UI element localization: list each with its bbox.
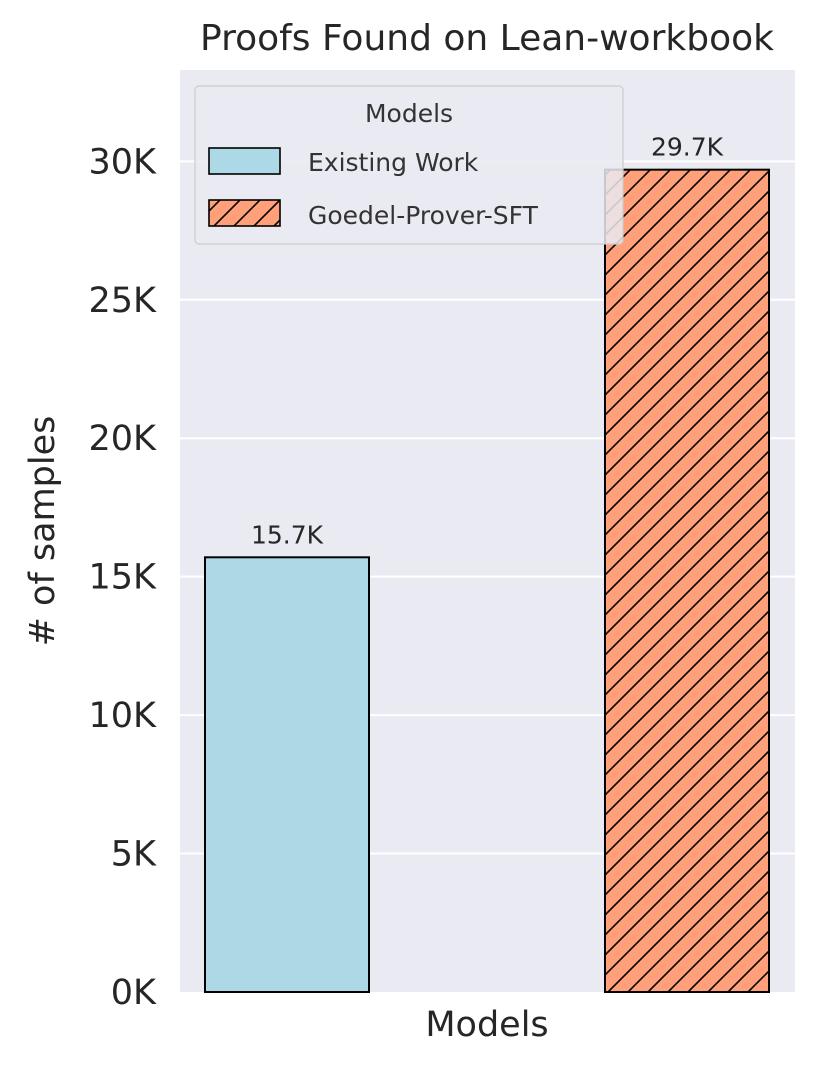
y-tick-label: 10K bbox=[89, 696, 158, 736]
data-label-existing-work: 15.7K bbox=[251, 520, 324, 549]
legend-box bbox=[194, 85, 624, 245]
bar-goedel-prover-sft bbox=[604, 168, 770, 994]
bars bbox=[204, 168, 770, 994]
y-tick-label: 30K bbox=[89, 142, 158, 182]
y-tick-label: 15K bbox=[89, 558, 158, 598]
legend-entry-existing-work: Existing Work bbox=[308, 148, 479, 177]
legend-swatch-goedel-prover-sft bbox=[208, 199, 281, 227]
legend-swatch-existing-work bbox=[208, 147, 281, 175]
x-axis-label: Models bbox=[425, 1005, 548, 1045]
bar-existing-work bbox=[204, 556, 370, 993]
legend-entry-goedel-prover-sft: Goedel-Prover-SFT bbox=[308, 201, 539, 230]
y-tick-label: 20K bbox=[89, 419, 158, 459]
y-tick-label: 25K bbox=[89, 281, 158, 321]
y-tick-label: 0K bbox=[111, 973, 157, 1013]
y-tick-labels: 0K 5K 10K 15K 20K 25K 30K bbox=[89, 142, 158, 1013]
y-tick-label: 5K bbox=[111, 835, 157, 875]
chart-title: Proofs Found on Lean-workbook bbox=[200, 18, 774, 59]
legend-title: Models bbox=[365, 99, 453, 128]
data-labels: 15.7K 29.7K bbox=[251, 133, 724, 550]
y-axis-label: # of samples bbox=[23, 416, 63, 647]
legend: Models Existing Work Goedel-Prover-SFT bbox=[194, 85, 624, 245]
data-label-goedel-prover-sft: 29.7K bbox=[651, 133, 724, 162]
